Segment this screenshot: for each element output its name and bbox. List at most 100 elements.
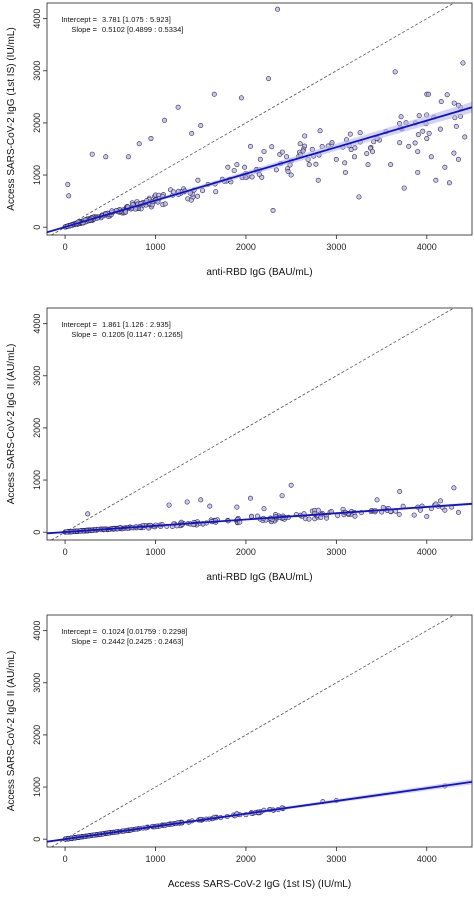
data-point (225, 164, 231, 170)
data-point (396, 511, 402, 517)
data-point (315, 177, 321, 183)
data-point (442, 507, 448, 513)
plot-area (47, 3, 472, 235)
data-point (89, 151, 95, 157)
annotation-label: Slope = (71, 637, 97, 646)
x-tick-label: 0 (63, 242, 68, 252)
data-point (397, 140, 403, 146)
data-point (270, 208, 276, 214)
data-point (234, 504, 240, 510)
plot-frame (46, 2, 473, 236)
data-point (428, 154, 434, 160)
data-point (451, 485, 457, 491)
data-point (198, 497, 204, 503)
data-point (411, 512, 417, 518)
plot-area (47, 308, 472, 540)
data-point (426, 91, 432, 97)
data-point (200, 188, 206, 194)
data-point (397, 489, 403, 495)
annotation-value: 3.781 [1.075 : 5.923] (102, 15, 171, 24)
data-point (234, 162, 240, 168)
scatter-chart-3: 0 1000 2000 3000 4000 0 1000 2000 3000 4000 Access… (6, 614, 473, 890)
x-axis-title: anti-RBD IgG (BAU/mL) (206, 572, 312, 583)
data-point (269, 144, 275, 150)
data-point (85, 511, 91, 517)
data-point (162, 201, 168, 207)
x-tick-label: 1000 (145, 854, 165, 864)
data-point (444, 92, 450, 98)
data-point (261, 506, 267, 512)
data-point (318, 514, 324, 520)
data-point (438, 99, 444, 105)
y-tick-label: 0 (32, 225, 42, 230)
data-point (453, 123, 459, 129)
data-point (247, 143, 253, 149)
annotation-label: Intercept = (61, 15, 97, 24)
data-point (424, 514, 430, 520)
data-point (297, 141, 303, 147)
data-point (415, 169, 421, 175)
data-point (388, 162, 394, 168)
data-point (451, 100, 457, 106)
data-point (195, 193, 201, 199)
data-point (412, 140, 418, 146)
data-point (211, 91, 217, 97)
annotation-value: 0.2442 [0.2425 : 0.2463] (102, 637, 183, 646)
regression-line (47, 780, 472, 843)
data-point (238, 95, 244, 101)
data-point (415, 149, 421, 155)
data-point (437, 498, 443, 504)
x-tick-label: 2000 (236, 854, 256, 864)
data-point (460, 60, 466, 66)
data-point (333, 156, 339, 162)
annotation-value: 0.1024 [0.01759 : 0.2298] (102, 627, 188, 636)
y-tick-label: 1000 (32, 165, 42, 185)
y-tick-label: 2000 (32, 418, 42, 438)
data-point (285, 168, 291, 174)
data-point (342, 169, 348, 175)
y-tick-label: 4000 (32, 314, 42, 334)
data-point (455, 156, 461, 162)
annotation-label: Slope = (71, 330, 97, 339)
fit-confidence-band (47, 101, 472, 233)
data-point (351, 154, 357, 160)
data-point (324, 515, 330, 521)
data-point (266, 76, 272, 82)
data-point (442, 164, 448, 170)
data-point (462, 134, 468, 140)
x-tick-label: 1000 (145, 547, 165, 557)
identity-line (50, 308, 455, 540)
scatter-chart-1: 0 1000 2000 3000 4000 0 1000 2000 3000 4000 anti-R… (6, 2, 473, 278)
data-point (315, 507, 321, 513)
data-point (65, 181, 71, 187)
y-tick-label: 3000 (32, 61, 42, 81)
data-point (415, 132, 421, 138)
data-point (426, 130, 432, 136)
data-point (433, 177, 439, 183)
annotation-label: Intercept = (61, 627, 97, 636)
chart-panel-1: 0 1000 2000 3000 4000 0 1000 2000 3000 4000 anti-R… (0, 0, 474, 300)
y-tick-label: 4000 (32, 9, 42, 29)
data-point (175, 104, 181, 110)
data-point (184, 499, 190, 505)
data-point (249, 513, 255, 519)
data-point (162, 117, 168, 123)
chart-panel-2: 0 1000 2000 3000 4000 0 1000 2000 3000 4000 anti-R… (0, 305, 474, 605)
data-point (136, 141, 142, 147)
y-tick-label: 1000 (32, 470, 42, 490)
data-point (166, 502, 172, 508)
x-tick-label: 2000 (236, 547, 256, 557)
data-point (398, 114, 404, 120)
annotation-value: 0.5102 [0.4899 : 0.5334] (102, 25, 183, 34)
data-point (446, 180, 452, 186)
plot-frame (46, 307, 473, 541)
y-tick-label: 3000 (32, 366, 42, 386)
data-point (103, 154, 109, 160)
x-tick-label: 4000 (417, 547, 437, 557)
data-point (261, 149, 267, 155)
data-point (424, 136, 430, 142)
data-point (329, 140, 335, 146)
data-point (356, 194, 362, 200)
data-point (317, 128, 323, 134)
data-point (352, 145, 358, 151)
